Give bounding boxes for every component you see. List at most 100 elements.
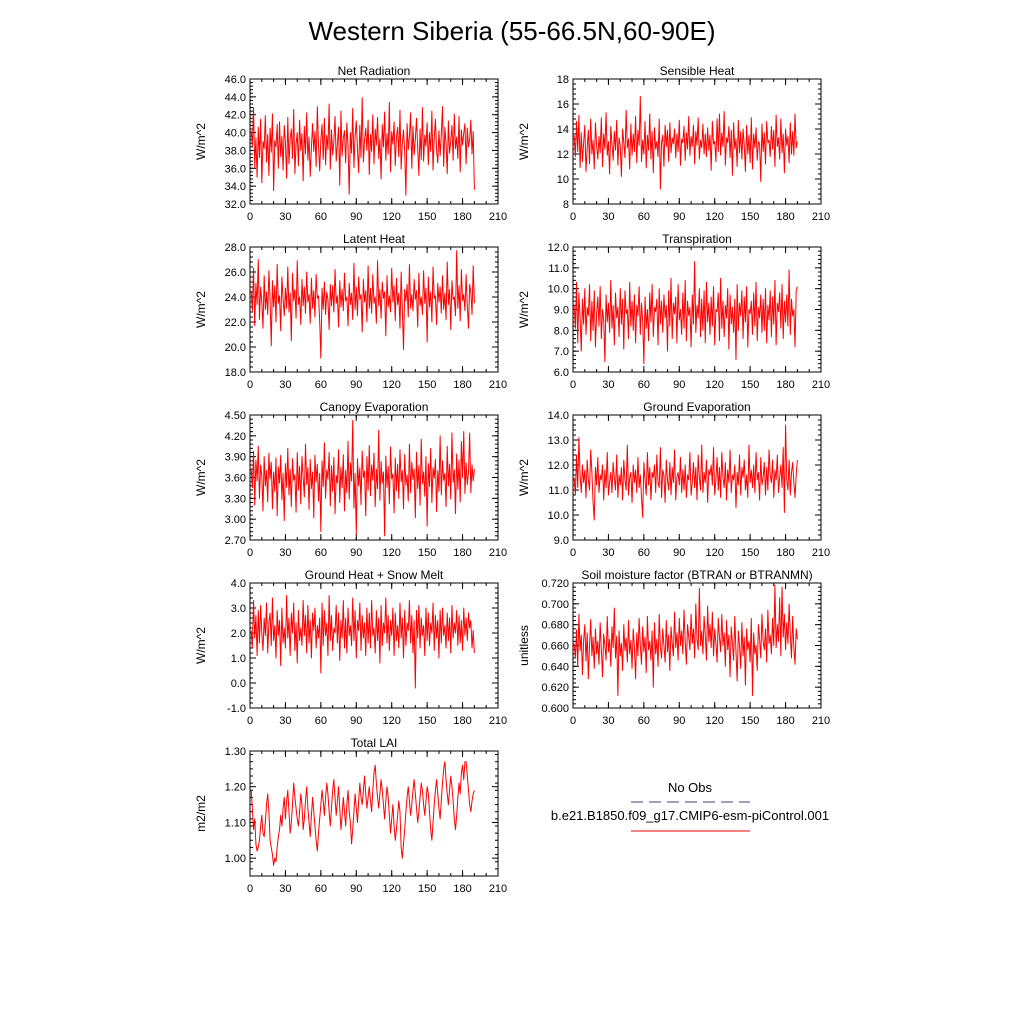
y-tick-label: 8 bbox=[563, 199, 569, 211]
y-tick-label: 2.70 bbox=[225, 535, 246, 547]
y-tick-label: 14.0 bbox=[548, 410, 569, 422]
y-tick-label: 26.0 bbox=[225, 267, 246, 279]
x-tick-label: 210 bbox=[489, 715, 507, 727]
y-tick-label: 1.00 bbox=[225, 853, 246, 865]
y-tick-label: 16 bbox=[557, 99, 569, 111]
y-tick-label: 9.0 bbox=[554, 535, 569, 547]
y-tick-label: 14 bbox=[557, 124, 569, 136]
y-tick-label: 42.0 bbox=[225, 110, 246, 122]
x-tick-label: 90 bbox=[350, 547, 362, 559]
x-tick-label: 30 bbox=[602, 211, 614, 223]
panel-title: Transpiration bbox=[662, 232, 732, 246]
x-tick-label: 180 bbox=[453, 715, 471, 727]
x-tick-label: 150 bbox=[418, 379, 436, 391]
x-tick-label: 60 bbox=[315, 211, 327, 223]
figure-title: Western Siberia (55-66.5N,60-90E) bbox=[308, 16, 715, 46]
data-series-line bbox=[573, 261, 798, 365]
y-tick-label: 0.660 bbox=[541, 641, 569, 653]
x-tick-label: 0 bbox=[570, 715, 576, 727]
y-tick-label: 4.50 bbox=[225, 410, 246, 422]
plot-frame bbox=[249, 246, 499, 373]
y-tick-label: 22.0 bbox=[225, 317, 246, 329]
x-tick-label: 210 bbox=[812, 379, 830, 391]
legend: No Obs b.e21.B1850.f09_g17.CMIP6-esm-piC… bbox=[551, 780, 829, 832]
x-tick-label: 30 bbox=[279, 547, 291, 559]
x-tick-label: 180 bbox=[453, 883, 471, 895]
x-tick-label: 30 bbox=[602, 547, 614, 559]
x-tick-label: 180 bbox=[776, 379, 794, 391]
y-tick-label: 13.0 bbox=[548, 435, 569, 447]
x-tick-label: 180 bbox=[776, 715, 794, 727]
x-tick-label: 210 bbox=[489, 883, 507, 895]
y-tick-label: 3.0 bbox=[231, 603, 246, 615]
y-tick-label: 34.0 bbox=[225, 181, 246, 193]
x-tick-label: 180 bbox=[453, 547, 471, 559]
panels: Net Radiation W/m^2 32.0 34.0 36.0 38.0 40.0 42… bbox=[194, 64, 830, 895]
x-tick-label: 180 bbox=[776, 211, 794, 223]
y-tick-label: 9.0 bbox=[554, 305, 569, 317]
y-tick-label: 32.0 bbox=[225, 199, 246, 211]
x-tick-label: 90 bbox=[350, 883, 362, 895]
plot-frame bbox=[572, 78, 822, 205]
y-axis-label: W/m^2 bbox=[517, 291, 531, 328]
y-axis-label: W/m^2 bbox=[194, 123, 208, 160]
x-tick-label: 30 bbox=[602, 715, 614, 727]
x-tick-label: 90 bbox=[673, 379, 685, 391]
x-tick-label: 120 bbox=[706, 715, 724, 727]
x-tick-label: 90 bbox=[673, 547, 685, 559]
x-tick-label: 0 bbox=[247, 715, 253, 727]
x-tick-label: 180 bbox=[776, 547, 794, 559]
legend-no-obs-label: No Obs bbox=[668, 780, 713, 795]
y-tick-label: 3.60 bbox=[225, 473, 246, 485]
x-tick-label: 210 bbox=[489, 211, 507, 223]
x-tick-label: 30 bbox=[279, 883, 291, 895]
panel-title: Total LAI bbox=[351, 736, 398, 750]
x-tick-label: 90 bbox=[350, 211, 362, 223]
x-tick-label: 60 bbox=[638, 547, 650, 559]
y-tick-label: 0.680 bbox=[541, 620, 569, 632]
y-axis-label: W/m^2 bbox=[517, 459, 531, 496]
y-tick-label: 3.00 bbox=[225, 514, 246, 526]
y-axis-label: W/m^2 bbox=[517, 123, 531, 160]
x-tick-label: 150 bbox=[418, 211, 436, 223]
x-tick-label: 60 bbox=[315, 547, 327, 559]
x-tick-label: 0 bbox=[247, 883, 253, 895]
chart-panel: Ground Evaporation W/m^2 9.0 10.0 11.0 12.0 13… bbox=[517, 400, 830, 559]
x-tick-label: 120 bbox=[383, 715, 401, 727]
chart-panel: Ground Heat + Snow Melt W/m^2 -1.0 0.0 1.0 2.… bbox=[194, 568, 507, 727]
x-tick-label: 120 bbox=[383, 883, 401, 895]
data-series-line bbox=[573, 96, 798, 190]
y-tick-label: 11.0 bbox=[548, 263, 569, 275]
y-axis-label: unitless bbox=[517, 625, 531, 666]
x-tick-label: 30 bbox=[279, 715, 291, 727]
y-tick-label: 12.0 bbox=[548, 460, 569, 472]
y-tick-label: 12 bbox=[557, 149, 569, 161]
y-tick-label: 1.0 bbox=[231, 653, 246, 665]
data-series-line bbox=[250, 250, 475, 359]
y-tick-label: 0.700 bbox=[541, 599, 569, 611]
x-tick-label: 150 bbox=[741, 715, 759, 727]
chart-panel: Latent Heat W/m^2 18.0 20.0 22.0 24.0 26.0 28.0… bbox=[194, 232, 507, 391]
x-tick-label: 0 bbox=[247, 379, 253, 391]
y-tick-label: 0.640 bbox=[541, 661, 569, 673]
y-tick-label: 1.10 bbox=[225, 817, 246, 829]
plot-frame bbox=[249, 582, 499, 709]
y-tick-label: 8.0 bbox=[554, 325, 569, 337]
y-tick-label: 1.20 bbox=[225, 782, 246, 794]
panel-title: Canopy Evaporation bbox=[320, 400, 429, 414]
y-tick-label: 0.0 bbox=[231, 678, 246, 690]
chart-panel: Transpiration W/m^2 6.0 7.0 8.0 9.0 10.0 11.0 12… bbox=[517, 232, 830, 391]
y-tick-label: 36.0 bbox=[225, 163, 246, 175]
y-tick-label: 20.0 bbox=[225, 342, 246, 354]
data-series-line bbox=[250, 97, 475, 196]
y-axis-label: W/m^2 bbox=[194, 291, 208, 328]
plot-frame bbox=[249, 750, 499, 877]
y-tick-label: 0.600 bbox=[541, 703, 569, 715]
data-series-line bbox=[250, 761, 475, 866]
y-tick-label: 10 bbox=[557, 174, 569, 186]
x-tick-label: 120 bbox=[383, 211, 401, 223]
legend-case-label: b.e21.B1850.f09_g17.CMIP6-esm-piControl.… bbox=[551, 808, 829, 823]
y-tick-label: 3.30 bbox=[225, 493, 246, 505]
